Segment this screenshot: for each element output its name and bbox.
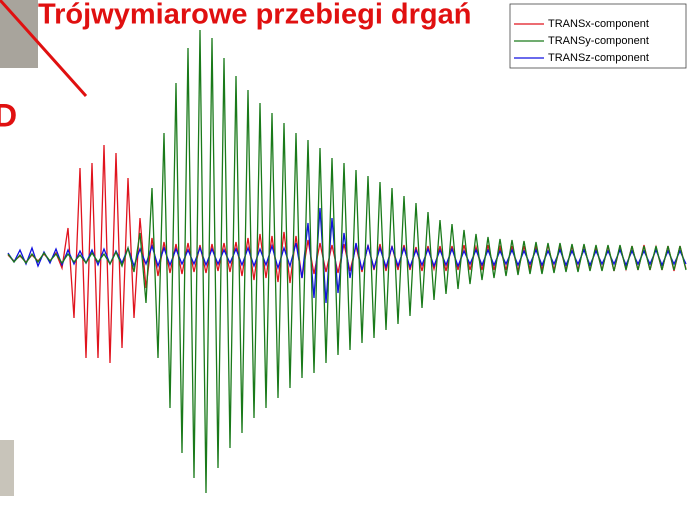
legend: TRANSx-component TRANSy-component TRANSz-c… <box>510 4 686 68</box>
legend-label: TRANSz-component <box>548 52 649 64</box>
legend-label: TRANSx-component <box>548 18 649 30</box>
side-label: D <box>0 97 17 133</box>
photo <box>0 440 14 496</box>
legend-label: TRANSy-component <box>548 35 649 47</box>
plot-area <box>8 30 686 493</box>
chart: D TRANSx-component TRANSy-component TRANSz… <box>0 0 688 507</box>
page: D TRANSx-component TRANSy-component TRANSz… <box>0 0 688 507</box>
chart-title: Trójwymiarowe przebiegi drgań <box>38 0 472 31</box>
